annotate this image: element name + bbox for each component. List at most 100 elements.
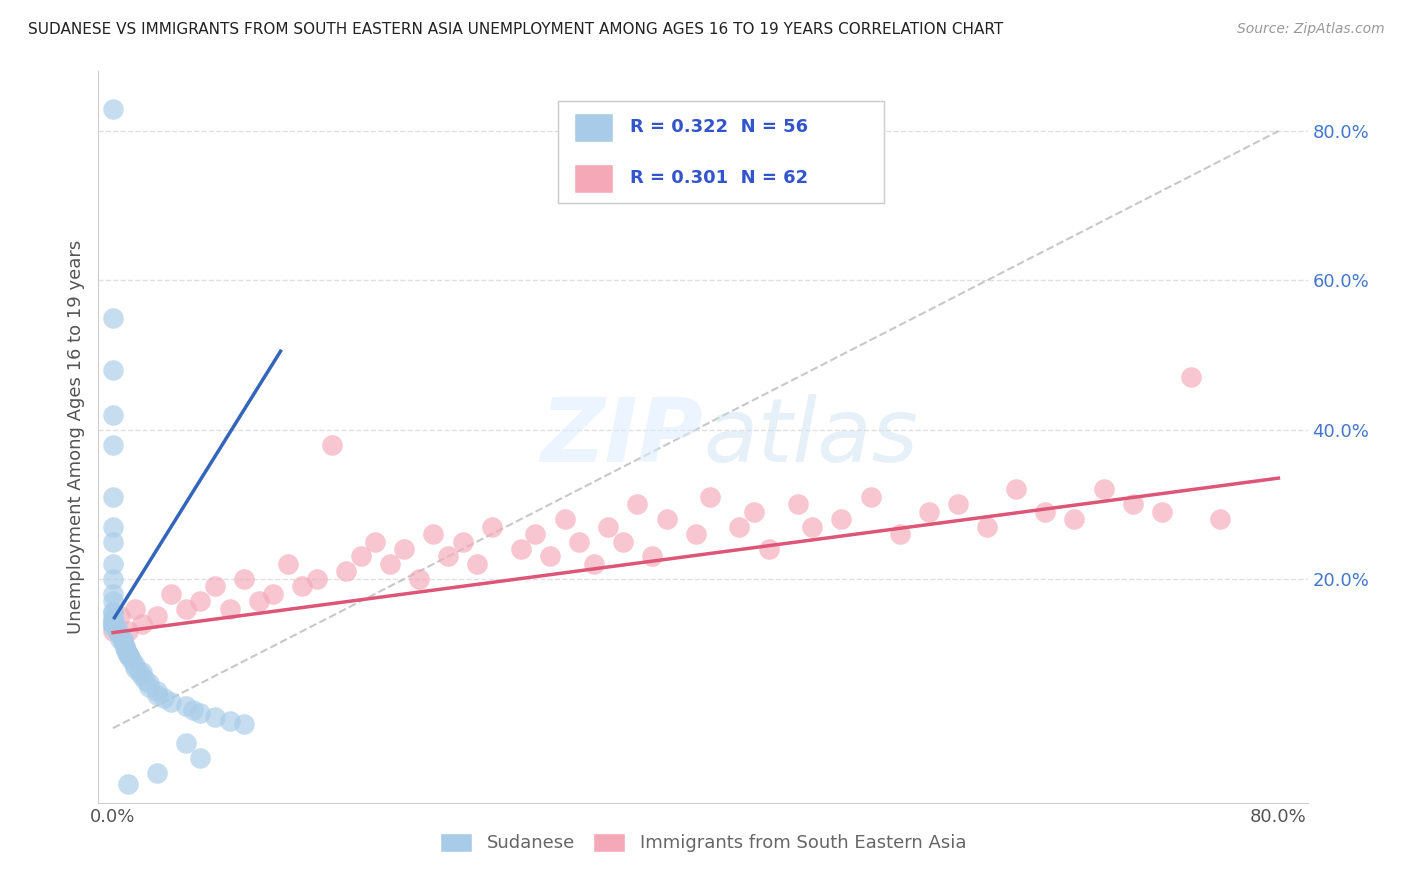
Point xyxy=(117,648,139,662)
Point xyxy=(859,490,882,504)
Point xyxy=(190,751,212,765)
Point xyxy=(291,579,314,593)
Point xyxy=(568,534,591,549)
Point xyxy=(138,676,160,690)
Point xyxy=(742,505,765,519)
Point xyxy=(101,613,124,627)
Point xyxy=(114,639,136,653)
Point xyxy=(101,534,124,549)
Point xyxy=(830,512,852,526)
Point xyxy=(364,534,387,549)
Point xyxy=(101,310,124,325)
Point xyxy=(174,601,197,615)
Point xyxy=(918,505,941,519)
Point xyxy=(124,657,146,672)
Point xyxy=(115,642,138,657)
Point xyxy=(1005,483,1028,497)
Point xyxy=(465,557,488,571)
Point xyxy=(554,512,576,526)
Text: SUDANESE VS IMMIGRANTS FROM SOUTH EASTERN ASIA UNEMPLOYMENT AMONG AGES 16 TO 19 : SUDANESE VS IMMIGRANTS FROM SOUTH EASTER… xyxy=(28,22,1004,37)
Point xyxy=(117,624,139,639)
Point xyxy=(101,616,124,631)
Point xyxy=(190,706,212,721)
Point xyxy=(101,572,124,586)
Point xyxy=(124,601,146,615)
Point xyxy=(101,437,124,451)
Point xyxy=(121,654,143,668)
Point xyxy=(685,527,707,541)
Legend: Sudanese, Immigrants from South Eastern Asia: Sudanese, Immigrants from South Eastern … xyxy=(433,826,973,860)
Point xyxy=(153,691,176,706)
Point xyxy=(612,534,634,549)
Point xyxy=(786,497,808,511)
Point xyxy=(131,665,153,680)
Point xyxy=(1209,512,1232,526)
Text: ZIP: ZIP xyxy=(540,393,703,481)
Point xyxy=(1092,483,1115,497)
Point xyxy=(117,647,139,661)
Point xyxy=(538,549,561,564)
Point xyxy=(110,609,132,624)
Point xyxy=(160,587,183,601)
Point xyxy=(758,542,780,557)
Point xyxy=(481,519,503,533)
Point xyxy=(437,549,460,564)
Point xyxy=(247,594,270,608)
Point xyxy=(218,601,240,615)
Point xyxy=(801,519,824,533)
Point xyxy=(335,565,357,579)
Point xyxy=(641,549,664,564)
Text: atlas: atlas xyxy=(703,394,918,480)
Point xyxy=(233,717,256,731)
Point xyxy=(1180,370,1202,384)
Point xyxy=(946,497,969,511)
Point xyxy=(524,527,547,541)
Point xyxy=(204,579,226,593)
Point xyxy=(350,549,373,564)
Point xyxy=(889,527,911,541)
Point xyxy=(134,673,156,687)
Point xyxy=(582,557,605,571)
Point xyxy=(145,609,167,624)
Point xyxy=(112,632,135,646)
Point xyxy=(101,490,124,504)
Point xyxy=(160,695,183,709)
Point xyxy=(598,519,620,533)
Point xyxy=(105,624,128,639)
Point xyxy=(233,572,256,586)
Point xyxy=(101,594,124,608)
Point xyxy=(277,557,299,571)
Point xyxy=(204,710,226,724)
Point xyxy=(101,624,124,639)
Point xyxy=(101,610,124,624)
Point xyxy=(394,542,416,557)
Point xyxy=(626,497,648,511)
Point xyxy=(124,661,146,675)
Point xyxy=(262,587,284,601)
Point xyxy=(117,647,139,661)
Point xyxy=(101,606,124,620)
Point xyxy=(101,616,124,631)
Y-axis label: Unemployment Among Ages 16 to 19 years: Unemployment Among Ages 16 to 19 years xyxy=(66,240,84,634)
Point xyxy=(101,620,124,634)
Point xyxy=(101,519,124,533)
Point xyxy=(422,527,444,541)
Text: Source: ZipAtlas.com: Source: ZipAtlas.com xyxy=(1237,22,1385,37)
Point xyxy=(117,777,139,791)
Point xyxy=(101,102,124,116)
Point xyxy=(1063,512,1085,526)
Point xyxy=(1122,497,1144,511)
Point xyxy=(114,640,136,655)
Point xyxy=(408,572,430,586)
Point xyxy=(101,408,124,422)
Point xyxy=(110,632,132,646)
Point xyxy=(112,635,135,649)
Point xyxy=(378,557,401,571)
Point xyxy=(976,519,998,533)
Point xyxy=(728,519,751,533)
Point xyxy=(138,680,160,694)
Point xyxy=(174,698,197,713)
Point xyxy=(101,557,124,571)
Point xyxy=(174,736,197,750)
Point xyxy=(509,542,531,557)
